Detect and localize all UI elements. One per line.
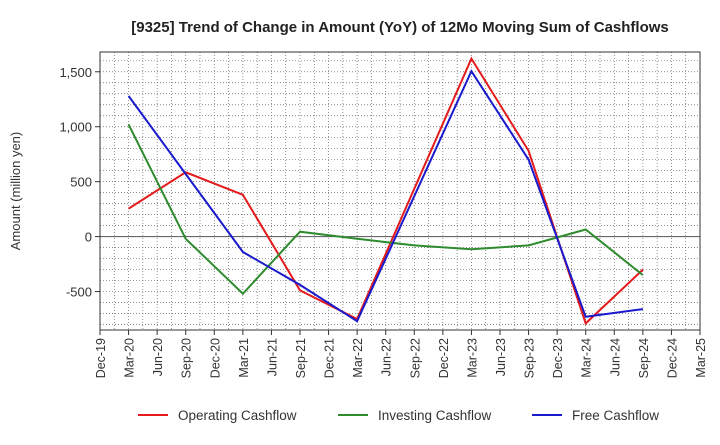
x-tick-label: Mar-21 [237, 338, 251, 378]
x-tick-label: Jun-20 [151, 338, 165, 376]
y-tick-label: -500 [66, 285, 92, 300]
x-tick-label: Dec-20 [208, 338, 222, 378]
x-tick-label: Sep-21 [294, 338, 308, 378]
y-tick-label: 1,000 [59, 120, 92, 135]
plot-area: -500 0 500 1,000 1,500 Dec-19 Mar-20 Jun-20 Sep-… [59, 51, 708, 378]
x-tick-label: Dec-23 [551, 338, 565, 378]
x-tick-label: Sep-23 [523, 338, 537, 378]
x-tick-label: Jun-21 [265, 338, 279, 376]
x-tick-label: Dec-22 [437, 338, 451, 378]
x-tick-label: Mar-20 [123, 338, 137, 378]
x-tick-label: Dec-24 [665, 338, 679, 378]
legend-label: Operating Cashflow [178, 408, 297, 423]
x-tick-label: Sep-20 [180, 338, 194, 378]
x-tick-label: Jun-24 [608, 338, 622, 376]
x-tick-label: Mar-25 [694, 338, 708, 378]
legend: Operating Cashflow Investing Cashflow Free… [138, 408, 659, 423]
y-axis-label: Amount (million yen) [8, 132, 23, 251]
x-tick-label: Sep-22 [408, 338, 422, 378]
legend-label: Investing Cashflow [378, 408, 492, 423]
x-tick-label: Jun-22 [380, 338, 394, 376]
x-tick-label: Dec-19 [94, 338, 108, 378]
chart-title: [9325] Trend of Change in Amount (YoY) o… [131, 19, 669, 36]
plot-frame [99, 51, 701, 331]
x-tick-label: Mar-23 [465, 338, 479, 378]
y-tick-label: 1,500 [59, 65, 92, 80]
x-tick-label: Sep-24 [637, 338, 651, 378]
y-tick-label: 0 [85, 230, 92, 245]
x-tick-label: Dec-21 [323, 338, 337, 378]
series-line-3 [127, 69, 644, 323]
legend-label: Free Cashflow [572, 408, 659, 423]
x-tick-label: Mar-24 [580, 338, 594, 378]
x-tick-label: Mar-22 [351, 338, 365, 378]
y-tick-label: 500 [70, 175, 92, 190]
x-tick-label: Jun-23 [494, 338, 508, 376]
